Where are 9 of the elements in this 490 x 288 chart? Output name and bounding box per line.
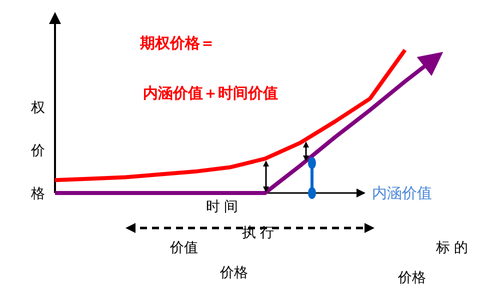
annotation: 内涵价值＋时间价值 <box>143 84 278 102</box>
annotation: 期权价格＝ <box>139 34 215 52</box>
annotation: 内涵价值 <box>372 184 432 202</box>
text: 权价格 <box>31 100 45 202</box>
text: 时 间 <box>206 199 238 215</box>
x-axis-title: 标 的 <box>434 240 468 256</box>
text: 价格 <box>219 265 248 281</box>
text: 价格 <box>397 270 426 286</box>
text: 价值 <box>169 240 198 256</box>
